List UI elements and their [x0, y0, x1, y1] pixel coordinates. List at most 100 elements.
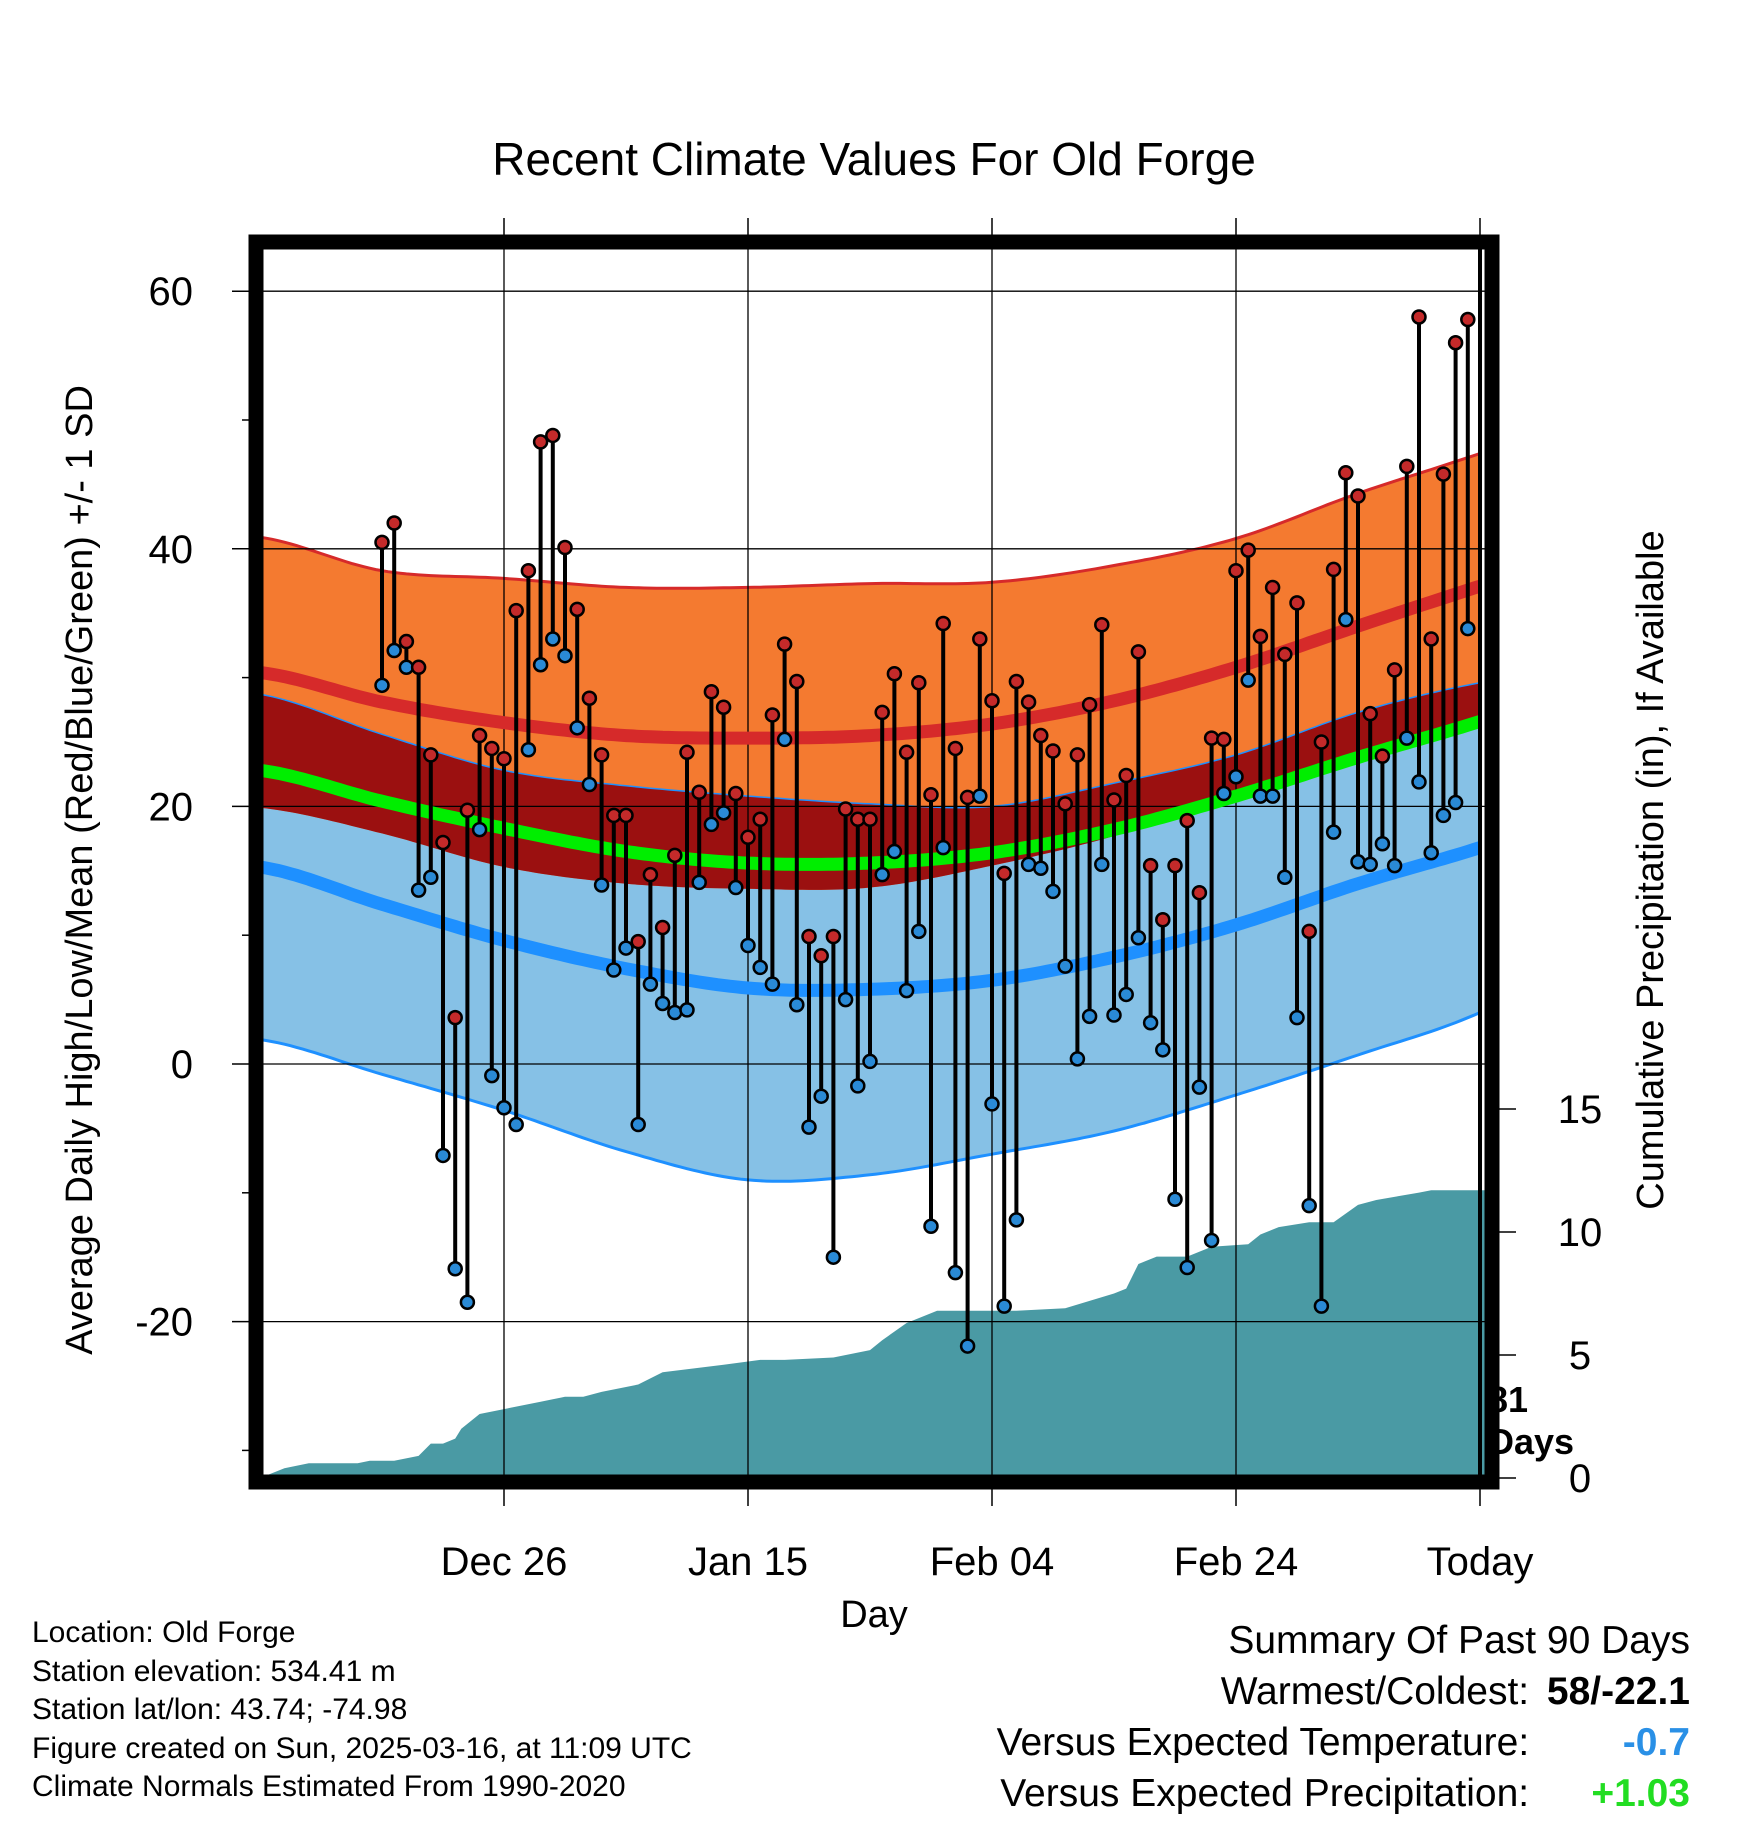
low-point — [1289, 1009, 1305, 1026]
temp-value: -0.7 — [1622, 1721, 1690, 1764]
precip-value: +1.03 — [1591, 1772, 1690, 1815]
precip-label: Versus Expected Precipitation: — [1000, 1772, 1530, 1815]
summary-warmest-row: Warmest/Coldest: 58/-22.1 — [997, 1666, 1690, 1717]
x-axis-label: Day — [840, 1594, 908, 1636]
high-point — [752, 811, 768, 828]
plot-frame — [248, 234, 1500, 1490]
low-point — [1374, 836, 1391, 852]
low-point — [667, 1004, 683, 1021]
high-point — [471, 727, 488, 744]
high-point — [374, 534, 390, 551]
low-point — [1033, 860, 1049, 876]
y-tick-label: 20 — [149, 785, 194, 829]
high-point — [1106, 792, 1122, 808]
low-point — [703, 816, 720, 833]
high-point — [1033, 727, 1049, 744]
high-point — [1081, 696, 1098, 713]
summary-panel: Summary Of Past 90 Days Warmest/Coldest:… — [997, 1615, 1690, 1819]
high-point — [593, 747, 610, 763]
high-point — [642, 866, 659, 883]
daily-stems — [380, 316, 1470, 1347]
low-point — [1142, 1015, 1159, 1031]
high-point — [1435, 466, 1452, 482]
low-point — [679, 1002, 695, 1018]
y2-tick-label: 0 — [1569, 1457, 1591, 1501]
low-point — [1399, 730, 1415, 746]
low-point — [435, 1147, 451, 1164]
high-point — [1447, 334, 1464, 351]
high-point — [1057, 796, 1073, 812]
high-point — [996, 865, 1012, 882]
low-point — [630, 1116, 646, 1133]
low-point — [1118, 986, 1134, 1003]
high-point — [1191, 884, 1208, 901]
high-point — [1045, 743, 1061, 759]
high-point — [959, 789, 976, 806]
high-point — [1167, 857, 1183, 874]
low-point — [1228, 769, 1244, 785]
high-point — [1386, 662, 1403, 678]
high-point — [972, 631, 988, 647]
low-point — [752, 959, 768, 976]
low-point — [740, 937, 756, 954]
warmest-label: Warmest/Coldest: — [1220, 1670, 1530, 1713]
y2-tick-label: 10 — [1558, 1211, 1603, 1255]
y2-tick-label: 15 — [1558, 1088, 1603, 1132]
high-point — [813, 948, 829, 964]
high-point — [386, 515, 402, 531]
high-point — [1179, 812, 1195, 829]
high-point — [862, 811, 878, 828]
plot-border — [248, 234, 1500, 1490]
low-point — [1240, 672, 1256, 688]
high-point — [1423, 631, 1439, 647]
low-point — [386, 642, 402, 659]
low-point — [1130, 930, 1147, 946]
x-tick-label: Feb 04 — [930, 1540, 1055, 1584]
high-point — [532, 434, 549, 450]
chart-title: Recent Climate Values For Old Forge — [492, 133, 1256, 185]
x-tick-label: Jan 15 — [688, 1540, 808, 1584]
high-point — [740, 829, 756, 846]
low-point — [1045, 883, 1061, 900]
low-point — [825, 1249, 842, 1265]
high-point — [691, 784, 707, 800]
high-point — [1155, 911, 1171, 928]
low-point — [813, 1088, 829, 1104]
low-point — [593, 877, 610, 893]
low-point — [520, 741, 537, 758]
high-point — [447, 1009, 463, 1026]
x-axis: Dec 26 Jan 15 Feb 04 Feb 24 Today — [441, 218, 1533, 1584]
high-point — [435, 834, 451, 851]
low-point — [508, 1116, 524, 1133]
high-point — [581, 690, 598, 706]
low-point — [1167, 1191, 1183, 1207]
low-point — [1313, 1298, 1330, 1314]
y-tick-label: -20 — [135, 1301, 193, 1345]
x-tick-label: Dec 26 — [441, 1540, 568, 1584]
low-point — [1155, 1042, 1171, 1058]
created-text: Figure created on Sun, 2025-03-16, at 11… — [32, 1731, 692, 1765]
low-point — [1447, 794, 1464, 811]
low-point — [1008, 1212, 1025, 1228]
low-point — [423, 869, 439, 885]
low-point — [959, 1338, 976, 1354]
low-point — [898, 982, 915, 999]
latlon-text: Station lat/lon: 43.74; -74.98 — [32, 1693, 408, 1726]
high-point — [569, 601, 585, 618]
high-point — [1216, 731, 1232, 748]
high-point — [423, 747, 439, 763]
high-point — [545, 427, 561, 444]
high-point — [776, 636, 793, 652]
low-point — [935, 839, 951, 856]
low-point — [374, 677, 390, 694]
high-point — [801, 928, 817, 945]
low-point — [1301, 1197, 1317, 1214]
low-point — [557, 647, 573, 664]
high-point — [1338, 465, 1354, 481]
y-tick-label: 40 — [149, 528, 194, 572]
low-point — [447, 1261, 463, 1277]
high-point — [1411, 309, 1427, 325]
low-sd-upper-edge — [260, 682, 1481, 809]
low-point — [1216, 785, 1232, 802]
low-point — [984, 1096, 1000, 1112]
